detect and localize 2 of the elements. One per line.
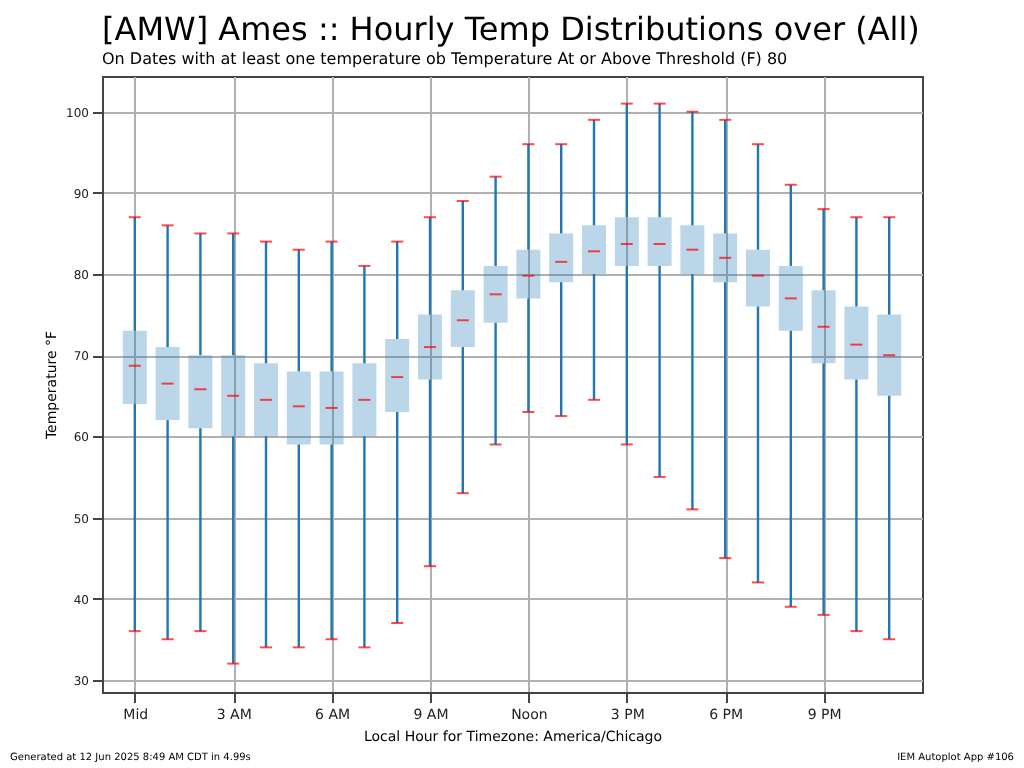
- chart-title: [AMW] Ames :: Hourly Temp Distributions over (All): [102, 10, 920, 48]
- chart-subtitle: On Dates with at least one temperature ob Temperature At or Above Threshold (F) 80: [102, 50, 788, 68]
